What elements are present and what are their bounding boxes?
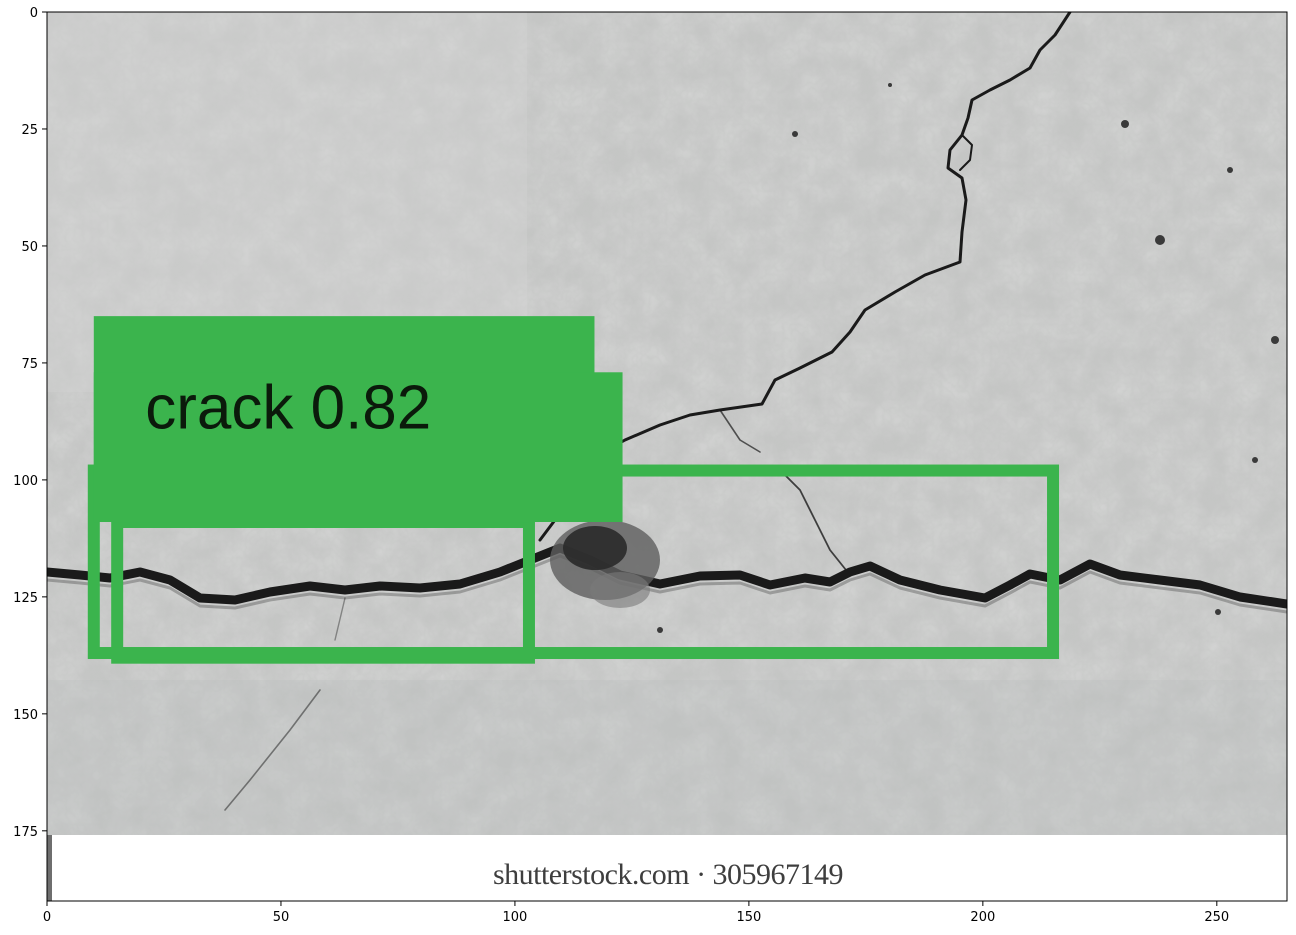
y-tick-label: 150 [13,708,38,723]
x-tick-label: 200 [970,910,995,925]
watermark-text: shutterstock.com · 305967149 [493,858,843,891]
x-tick-label: 50 [273,910,290,925]
x-axis: 0 50 100 150 200 250 [43,901,1229,925]
surface-specks [657,83,1279,633]
x-tick-label: 100 [503,910,528,925]
watermark-strip [47,835,1287,901]
y-tick-label: 100 [13,474,38,489]
detections-layer: crack 0.82 [87,316,1060,664]
y-axis: 0 25 50 75 100 125 150 175 [13,6,47,840]
image-frame [46,11,1288,902]
y-tick-label: 25 [21,123,38,138]
y-tick-label: 125 [13,591,38,606]
label-tag-extension [93,372,623,523]
y-tick-label: 0 [30,6,38,21]
x-tick-label: 0 [43,910,51,925]
detection-label: crack 0.82 [145,373,431,442]
y-tick-label: 75 [21,357,38,372]
x-tick-label: 150 [736,910,761,925]
y-tick-label: 50 [21,240,38,255]
x-tick-label: 250 [1204,910,1229,925]
spall-hole [550,520,660,608]
y-tick-label: 175 [13,825,38,840]
concrete-photo: shutterstock.com · 305967149 [47,12,1287,901]
